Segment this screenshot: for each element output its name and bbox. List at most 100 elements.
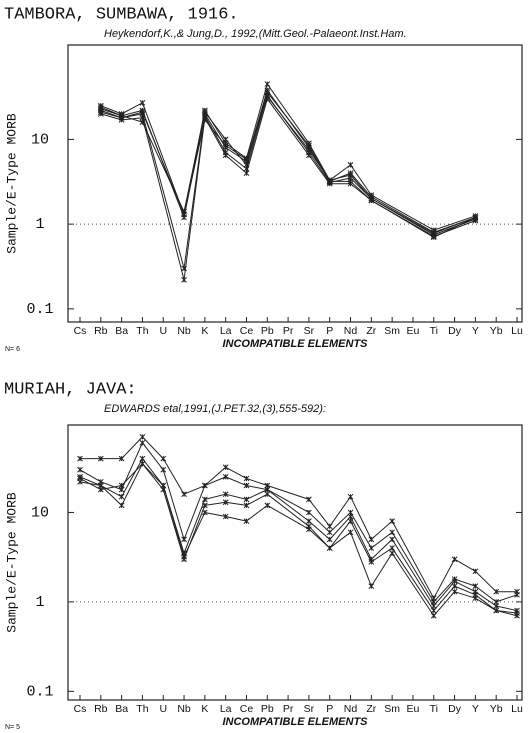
data-marker — [243, 496, 250, 503]
series-segment — [475, 597, 497, 611]
data-marker — [347, 162, 354, 168]
data-marker — [181, 491, 187, 498]
data-marker — [139, 455, 146, 462]
data-marker — [243, 482, 250, 489]
series-segment — [245, 98, 268, 174]
series-segment — [496, 610, 518, 617]
series-segment — [246, 493, 268, 506]
data-marker — [451, 588, 458, 595]
series-segment — [246, 477, 268, 486]
series-segment — [433, 578, 455, 603]
y-tick-label: 1 — [35, 594, 44, 611]
data-marker — [326, 545, 333, 551]
series-segment — [475, 570, 497, 593]
data-marker — [472, 568, 479, 575]
series-segment — [121, 463, 143, 486]
series-segment — [79, 469, 102, 483]
x-tick-label: Ce — [240, 703, 254, 715]
series-segment — [350, 180, 372, 201]
series-segment — [204, 493, 226, 500]
series-segment — [329, 164, 351, 181]
series-segment — [350, 512, 372, 549]
series-segment — [121, 111, 143, 119]
series-segment — [183, 117, 206, 280]
data-marker — [368, 583, 375, 589]
series-segment — [433, 585, 455, 611]
data-marker — [222, 152, 229, 159]
series-segment — [204, 476, 226, 486]
x-tick-label: U — [159, 325, 167, 337]
series-segment — [308, 143, 331, 181]
data-marker — [202, 482, 208, 489]
data-marker — [306, 509, 312, 516]
series-segment — [121, 436, 143, 459]
data-marker — [202, 496, 208, 503]
series-segment — [183, 512, 206, 557]
x-tick-label: Eu — [407, 703, 420, 715]
data-marker — [97, 486, 104, 493]
data-marker — [139, 119, 146, 125]
x-tick-label: Sr — [304, 325, 315, 337]
series-segment — [204, 115, 227, 153]
series-segment — [100, 485, 122, 491]
series-segment — [204, 466, 226, 486]
series-segment — [350, 174, 372, 199]
series-segment — [370, 539, 393, 560]
x-tick-label: Dy — [448, 703, 462, 715]
data-marker — [430, 612, 437, 619]
series-segment — [225, 152, 247, 170]
series-segment — [266, 493, 310, 527]
series-segment — [329, 516, 351, 540]
x-tick-label: Nb — [177, 325, 191, 337]
data-marker — [347, 513, 354, 520]
series-segment — [141, 111, 185, 215]
series-segment — [141, 113, 185, 269]
data-marker — [202, 109, 208, 115]
x-tick-label: Cs — [74, 703, 87, 715]
chart-title: MURIAH, JAVA: — [4, 380, 137, 399]
series-segment — [350, 520, 372, 563]
x-tick-label: Rb — [94, 703, 108, 715]
data-marker — [77, 455, 83, 462]
series-segment — [371, 200, 435, 237]
data-marker — [472, 214, 479, 221]
chart-title: TAMBORA, SUMBAWA, 1916. — [4, 5, 239, 24]
data-marker — [160, 482, 167, 489]
series-segment — [370, 552, 393, 587]
series-segment — [391, 547, 435, 611]
data-marker — [77, 466, 83, 473]
x-tick-label: P — [326, 325, 333, 337]
series-segment — [266, 96, 310, 151]
data-marker — [306, 152, 312, 159]
x-tick-label: Y — [472, 703, 479, 715]
data-marker — [181, 553, 187, 560]
plot-frame — [67, 424, 523, 701]
data-marker — [306, 147, 312, 153]
series-segment — [142, 442, 164, 471]
series-segment — [245, 83, 268, 159]
series-segment — [371, 531, 393, 549]
series-segment — [246, 485, 268, 491]
data-marker — [264, 81, 271, 87]
y-tick-label: 0.1 — [26, 683, 53, 700]
series-segment — [308, 499, 331, 527]
data-marker — [181, 277, 187, 283]
series-segment — [454, 591, 476, 599]
x-tick-label: Eu — [407, 325, 420, 337]
data-marker — [326, 529, 333, 536]
series-segment — [162, 458, 185, 495]
series-segment — [79, 476, 102, 486]
data-marker — [118, 455, 125, 462]
series-segment — [100, 109, 122, 119]
data-marker — [326, 177, 333, 184]
series-segment — [433, 216, 476, 234]
data-marker — [451, 583, 458, 589]
series-segment — [100, 105, 122, 115]
data-marker — [368, 545, 375, 551]
data-marker — [347, 178, 354, 185]
series-segment — [204, 111, 227, 140]
series-segment — [121, 102, 143, 115]
data-marker — [139, 109, 146, 115]
series-segment — [371, 547, 393, 563]
